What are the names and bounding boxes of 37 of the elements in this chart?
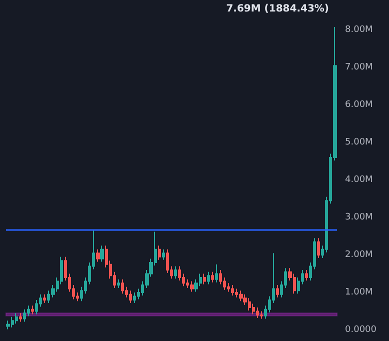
candlestick xyxy=(317,238,320,258)
candlestick xyxy=(15,312,18,324)
y-tick-label: 2.00M xyxy=(345,250,373,260)
y-tick-label: 8.00M xyxy=(345,25,373,35)
candlestick xyxy=(256,307,259,318)
candlestick xyxy=(239,290,243,302)
candlestick xyxy=(215,264,218,283)
annotation: 7.69M (1884.43%) xyxy=(226,4,329,14)
candlestick xyxy=(276,284,279,298)
candlestick xyxy=(6,320,10,330)
candlestick xyxy=(305,270,308,281)
candlestick xyxy=(231,284,234,296)
candlestick xyxy=(129,290,132,304)
candlestick xyxy=(43,294,46,304)
candlestick xyxy=(203,273,206,285)
y-tick-label: 4.00M xyxy=(345,175,373,185)
candlestick xyxy=(96,248,100,262)
y-tick-label: 7.00M xyxy=(345,62,373,72)
candlestick xyxy=(260,310,263,320)
candlestick xyxy=(133,292,136,304)
candlestick xyxy=(23,308,26,322)
y-tick-label: 3.00M xyxy=(345,212,373,222)
candlestick xyxy=(211,271,214,283)
candlestick xyxy=(158,245,161,260)
candlestick xyxy=(19,312,22,322)
y-tick-label: 5.00M xyxy=(345,138,373,148)
candlestick xyxy=(207,271,210,285)
candlestick xyxy=(31,305,34,315)
y-tick-label: 6.00M xyxy=(345,100,373,110)
candlestick xyxy=(121,278,124,294)
candlestick xyxy=(190,280,194,292)
candlestick xyxy=(100,245,104,262)
candlestick xyxy=(174,266,177,280)
candlestick xyxy=(117,278,120,288)
y-tick-label: 0.0000 xyxy=(345,325,377,335)
y-tick-label: 1.00M xyxy=(345,288,373,298)
candlestick xyxy=(162,248,165,260)
